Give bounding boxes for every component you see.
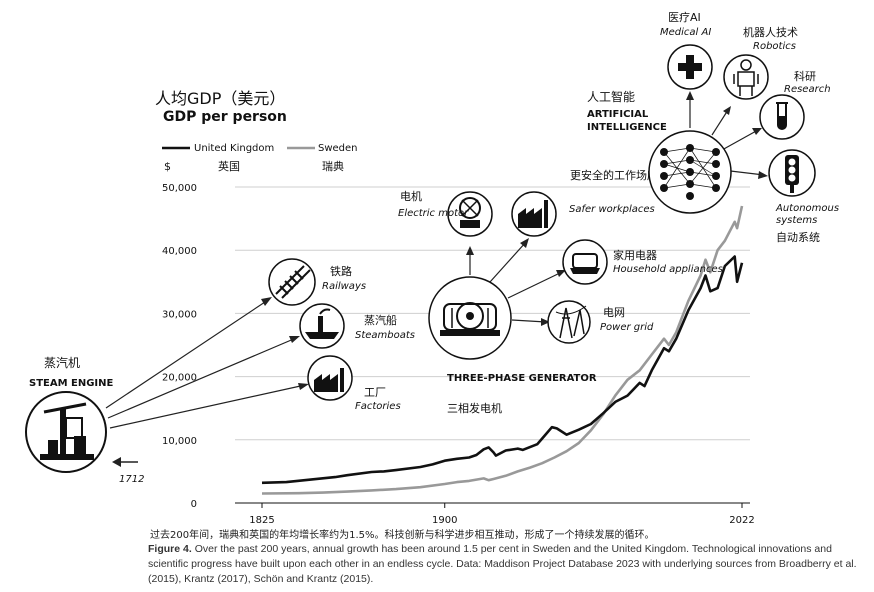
railways-label-en: Railways <box>322 281 366 292</box>
appliances-label-cn: 家用电器 <box>613 248 657 262</box>
legend-label-uk: United Kingdom <box>194 143 274 154</box>
factories-label-en: Factories <box>355 401 401 412</box>
y-tick-label: 0 <box>191 499 197 510</box>
railways-label-cn: 铁路 <box>330 265 352 278</box>
y-tick-label: 40,000 <box>162 246 197 257</box>
arrow-to-steamboats <box>107 337 297 419</box>
electric-motor-label-en: Electric motor <box>398 208 469 219</box>
research-label-en: Research <box>784 84 831 95</box>
medical-ai-label-en: Medical AI <box>660 27 711 38</box>
railway-track-icon <box>268 258 316 306</box>
robotics-label-cn: 机器人技术 <box>743 25 798 39</box>
test-tube-icon <box>759 94 805 140</box>
traffic-light-icon <box>768 149 816 197</box>
power-grid-label-en: Power grid <box>600 322 654 333</box>
arrow-to-appliances <box>507 271 563 299</box>
arrow-to-power-grid <box>511 319 547 323</box>
series-line-united-kingdom <box>261 255 744 485</box>
appliances-label-en: Household appliances <box>613 264 723 275</box>
appliance-icon <box>562 239 608 285</box>
y-axis-ticks: 0 10,000 20,000 30,000 40,000 50,000 <box>162 183 197 510</box>
ai-label-en: ARTIFICIAL INTELLIGENCE <box>587 109 667 133</box>
steamboat-icon <box>299 303 345 349</box>
chart-title-cn: 人均GDP（美元） <box>155 89 285 108</box>
power-grid-label-cn: 电网 <box>603 306 625 319</box>
x-tick-label: 1900 <box>432 515 457 526</box>
ai-label-cn: 人工智能 <box>587 89 635 104</box>
steamboats-label-en: Steamboats <box>355 330 415 341</box>
medical-cross-icon <box>667 44 713 90</box>
x-tick-label: 1825 <box>249 515 274 526</box>
x-tick-label: 2022 <box>729 515 754 526</box>
arrow-to-safer-workplaces <box>489 241 527 283</box>
arrow-to-railways <box>105 299 269 409</box>
y-tick-label: 30,000 <box>162 309 197 320</box>
generator-label-cn: 三相发电机 <box>447 401 502 415</box>
medical-ai-label-cn: 医疗AI <box>668 10 701 24</box>
legend-label-uk-cn: 英国 <box>218 159 240 173</box>
safer-workplaces-label-en: Safer workplaces <box>569 204 655 215</box>
series-line-sweden <box>261 205 744 495</box>
steam-engine-label-cn: 蒸汽机 <box>44 355 80 370</box>
arrow-to-robotics <box>711 109 729 136</box>
autonomous-label-cn: 自动系统 <box>776 231 820 244</box>
figure-caption: Figure 4. Over the past 200 years, annua… <box>148 542 870 587</box>
arrow-to-factories <box>109 384 306 429</box>
generator-label-en: THREE-PHASE GENERATOR <box>447 373 597 384</box>
legend: United Kingdom Sweden $ 英国 瑞典 <box>162 143 358 173</box>
robot-icon <box>723 54 769 100</box>
y-tick-label: 50,000 <box>162 183 197 194</box>
generator-icon <box>428 276 512 360</box>
figure-label: Figure 4. <box>148 543 192 555</box>
factories-label-cn: 工厂 <box>364 386 386 399</box>
legend-label-sweden: Sweden <box>318 143 358 154</box>
factory-icon <box>307 355 353 401</box>
robotics-label-en: Robotics <box>753 41 796 52</box>
safer-workplaces-label-cn: 更安全的工作场所 <box>570 168 658 182</box>
safe-factory-icon <box>511 191 557 237</box>
arrow-to-research <box>721 129 759 151</box>
arrowheads <box>112 91 768 467</box>
steamboats-label-cn: 蒸汽船 <box>364 313 397 327</box>
y-tick-label: 10,000 <box>162 436 197 447</box>
year-1712-label: 1712 <box>119 474 144 485</box>
electric-motor-label-cn: 电机 <box>400 189 422 203</box>
steam-engine-icon <box>25 391 107 473</box>
autonomous-label-en: Autonomous systems <box>775 203 839 226</box>
series-lines <box>261 205 744 495</box>
electric-motor-icon <box>447 191 493 237</box>
y-unit-label: $ <box>164 160 171 173</box>
arrows <box>105 95 765 463</box>
chart-title-en: GDP per person <box>163 109 287 125</box>
legend-label-sweden-cn: 瑞典 <box>322 159 344 173</box>
x-axis-ticks: 1825 1900 2022 <box>249 503 755 526</box>
steam-engine-label-en: STEAM ENGINE <box>29 378 114 389</box>
caption-cn: 过去200年间，瑞典和英国的年均增长率约为1.5%。科技创新与科学进步相互推动，… <box>150 530 655 541</box>
figure-caption-text: Over the past 200 years, annual growth h… <box>148 543 857 585</box>
research-label-cn: 科研 <box>794 69 816 83</box>
power-grid-icon <box>547 300 591 344</box>
y-tick-label: 20,000 <box>162 373 197 384</box>
neural-network-icon <box>648 130 732 214</box>
